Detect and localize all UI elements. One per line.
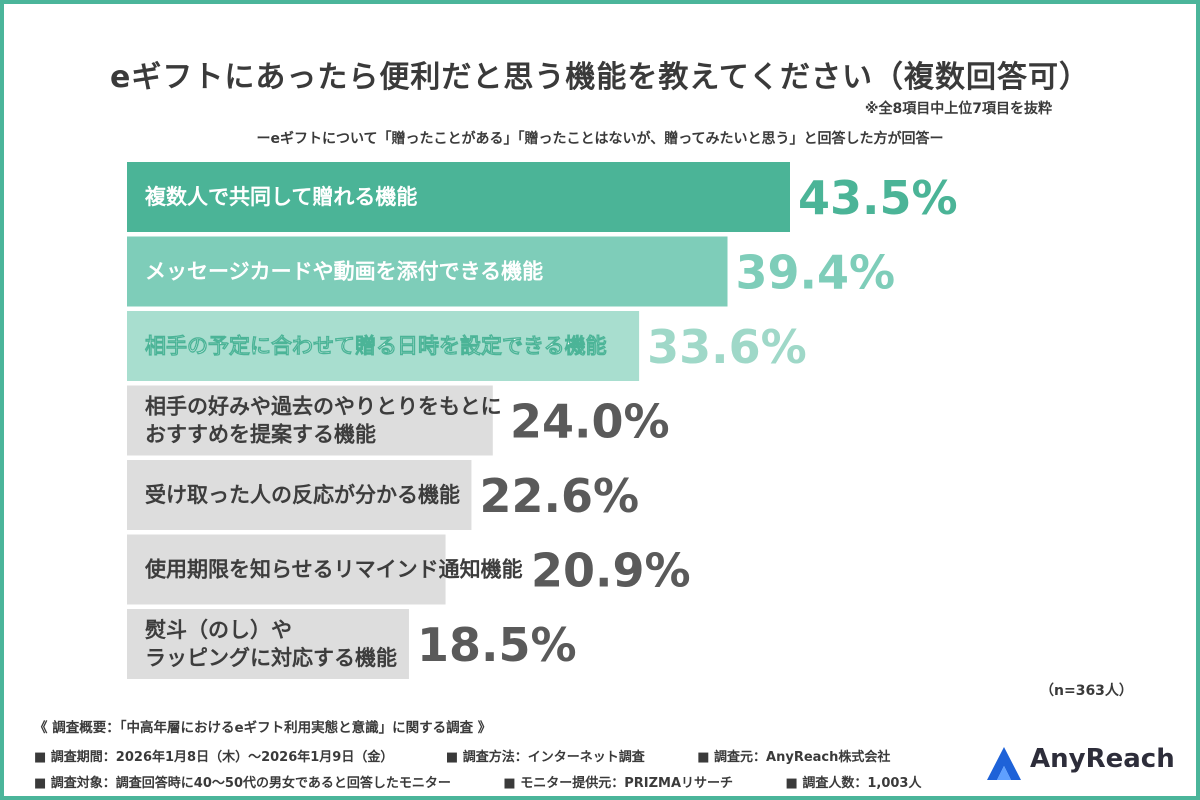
sample-size-note: （n=363人） [1040,683,1133,699]
bar-label-5: 受け取った人の反応が分かる機能 [145,483,460,507]
survey-count: ■ 調査人数：1,003人 [785,776,922,791]
value-label-3: 33.6% [647,320,807,374]
value-label-2: 39.4% [736,246,896,300]
bar-label-4: 相手の好みや過去のやりとりをもとにおすすめを提案する機能 [145,395,502,447]
survey-period: ■ 調査期間：2026年1月8日（木）〜2026年1月9日（金） [34,750,394,765]
bar-label-1: 複数人で共同して贈れる機能 [144,185,417,209]
bar-5 [127,460,472,530]
bar-7 [127,609,409,679]
survey-target: ■ 調査対象：調査回答時に40〜50代の男女であると回答したモニター [34,776,451,791]
bar-label-6: 使用期限を知らせるリマインド通知機能 [144,558,523,582]
survey-method: ■ 調査方法：インターネット調査 [445,750,645,765]
value-label-7: 18.5% [417,618,577,672]
anyreach-logo-icon [987,747,1021,780]
anyreach-logo: AnyReach [984,742,1184,786]
bar-label-7: 熨斗（のし）やラッピングに対応する機能 [145,618,397,670]
survey-meta-row-1: ■ 調査期間：2026年1月8日（木）〜2026年1月9日（金） ■ 調査方法：… [34,746,938,765]
bar-6 [127,534,446,605]
survey-provider: ■ モニター提供元：PRIZMAリサーチ [503,776,734,791]
bar-2 [127,236,728,307]
top-items-note: ※全8項目中上位7項目を抜粋 [864,101,1052,117]
anyreach-logo-text: AnyReach [1030,744,1175,774]
value-label-6: 20.9% [531,544,691,598]
survey-meta-row-2: ■ 調査対象：調査回答時に40〜50代の男女であると回答したモニター ■ モニタ… [34,772,969,791]
bar-4 [127,385,493,456]
bar-3 [127,311,640,381]
chart-subtitle: ーeギフトについて「贈ったことがある」「贈ったことはないが、贈ってみたいと思う」… [256,131,944,147]
value-label-5: 22.6% [479,469,639,523]
survey-overview: 《 調査概要：「中高年層におけるeギフト利用実態と意識」に関する調査 》 [34,720,492,736]
value-label-4: 24.0% [510,395,670,449]
chart-title: eギフトにあったら便利だと思う機能を教えてください（複数回答可） [110,60,1090,95]
bar-label-2: メッセージカードや動画を添付できる機能 [145,260,543,284]
survey-organizer: ■ 調査元：AnyReach株式会社 [697,750,891,765]
value-label-1: 43.5% [798,171,958,225]
bar-1 [127,162,790,232]
bar-label-3: 相手の予定に合わせて贈る日時を設定できる機能 [145,334,607,358]
